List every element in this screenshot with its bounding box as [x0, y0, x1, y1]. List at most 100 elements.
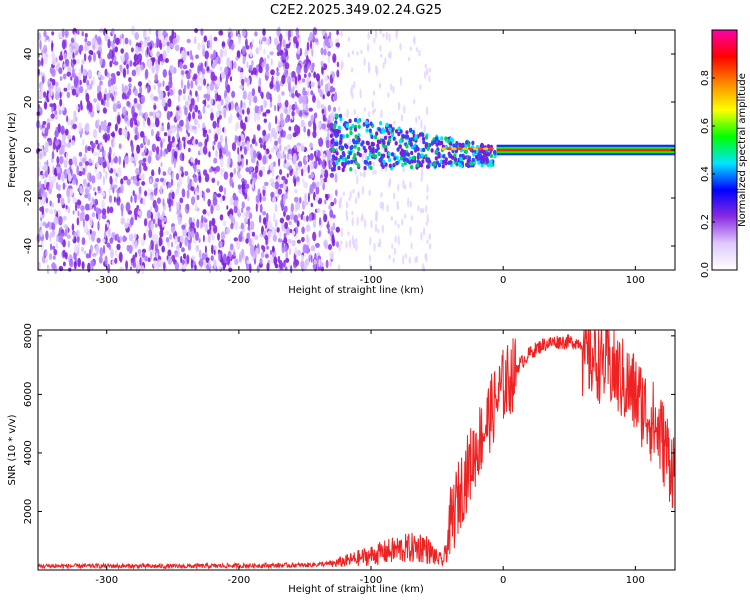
noise-cell [97, 221, 100, 231]
noise-cell [245, 183, 250, 190]
noise-cell [142, 173, 145, 181]
noise-cell [97, 186, 101, 191]
noise-cell [315, 195, 320, 201]
signal-cell [489, 159, 493, 164]
noise-cell [323, 239, 328, 248]
signal-cell [459, 156, 463, 162]
noise-cell [409, 226, 412, 236]
noise-cell [244, 188, 248, 194]
noise-cell [226, 84, 231, 94]
noise-cell [251, 237, 255, 246]
noise-cell [88, 54, 91, 63]
noise-cell [216, 77, 221, 88]
noise-cell [425, 252, 428, 263]
noise-cell [107, 263, 110, 274]
noise-cell [294, 104, 298, 110]
signal-cell [467, 143, 471, 148]
noise-cell [109, 175, 113, 185]
noise-cell [259, 43, 262, 52]
y-tick-label: 40 [23, 48, 34, 61]
noise-cell [143, 29, 147, 39]
noise-cell [114, 257, 118, 264]
noise-cell [321, 108, 325, 114]
noise-cell [219, 196, 223, 204]
noise-cell [220, 171, 223, 177]
noise-cell [70, 76, 73, 81]
noise-cell [78, 151, 83, 157]
noise-cell [39, 40, 42, 50]
noise-cell [417, 115, 421, 120]
noise-cell [97, 119, 100, 125]
signal-cell [424, 142, 428, 148]
noise-cell [279, 231, 282, 240]
noise-cell [199, 190, 203, 197]
noise-cell [317, 266, 323, 271]
noise-cell [97, 36, 102, 46]
noise-cell [63, 261, 66, 267]
noise-cell [335, 42, 340, 48]
noise-cell [216, 193, 222, 198]
colorbar-tick-label: 0.8 [700, 70, 711, 86]
noise-cell [104, 223, 108, 232]
noise-cell [261, 166, 266, 173]
noise-cell [220, 168, 225, 173]
signal-cell [384, 162, 388, 167]
noise-cell [315, 185, 320, 195]
noise-cell [233, 237, 238, 242]
noise-cell [100, 98, 104, 106]
noise-cell [260, 104, 264, 112]
signal-cell [341, 134, 346, 139]
noise-cell [198, 111, 202, 120]
noise-cell [112, 184, 118, 189]
noise-cell [188, 68, 192, 74]
noise-cell [237, 66, 242, 72]
noise-cell [160, 177, 164, 183]
noise-cell [330, 193, 333, 201]
noise-cell [135, 45, 140, 55]
noise-cell [91, 264, 94, 271]
noise-cell [178, 120, 184, 126]
noise-cell [195, 90, 198, 97]
noise-cell [319, 159, 322, 165]
noise-cell [59, 98, 63, 107]
noise-cell [90, 80, 94, 86]
noise-cell [193, 73, 198, 80]
noise-cell [283, 205, 288, 213]
signal-cell [342, 164, 346, 169]
noise-cell [65, 151, 69, 161]
noise-cell [210, 97, 213, 106]
noise-cell [49, 77, 53, 82]
noise-cell [72, 118, 75, 125]
noise-cell [60, 197, 65, 206]
noise-cell [270, 147, 275, 153]
noise-cell [297, 239, 301, 244]
noise-cell [415, 116, 418, 124]
noise-cell [55, 243, 59, 249]
noise-cell [84, 41, 88, 52]
noise-cell [284, 62, 290, 70]
noise-cell [225, 135, 227, 145]
noise-cell [218, 265, 222, 273]
noise-cell [356, 174, 359, 185]
noise-cell [124, 222, 129, 229]
noise-cell [394, 220, 397, 226]
x-tick-label: -100 [360, 275, 383, 286]
noise-cell [116, 71, 121, 76]
noise-cell [71, 223, 75, 232]
noise-cell [106, 133, 110, 141]
noise-cell [223, 187, 227, 196]
noise-cell [378, 82, 382, 89]
noise-cell [340, 30, 343, 38]
noise-cell [117, 167, 122, 178]
noise-cell [428, 233, 431, 241]
noise-cell [112, 103, 118, 113]
noise-cell [121, 128, 127, 136]
noise-cell [99, 57, 103, 66]
noise-cell [296, 64, 301, 75]
noise-cell [147, 257, 151, 263]
noise-cell [368, 254, 372, 263]
noise-cell [208, 151, 211, 158]
noise-cell [166, 44, 171, 53]
noise-cell [90, 259, 95, 267]
noise-cell [276, 43, 282, 52]
